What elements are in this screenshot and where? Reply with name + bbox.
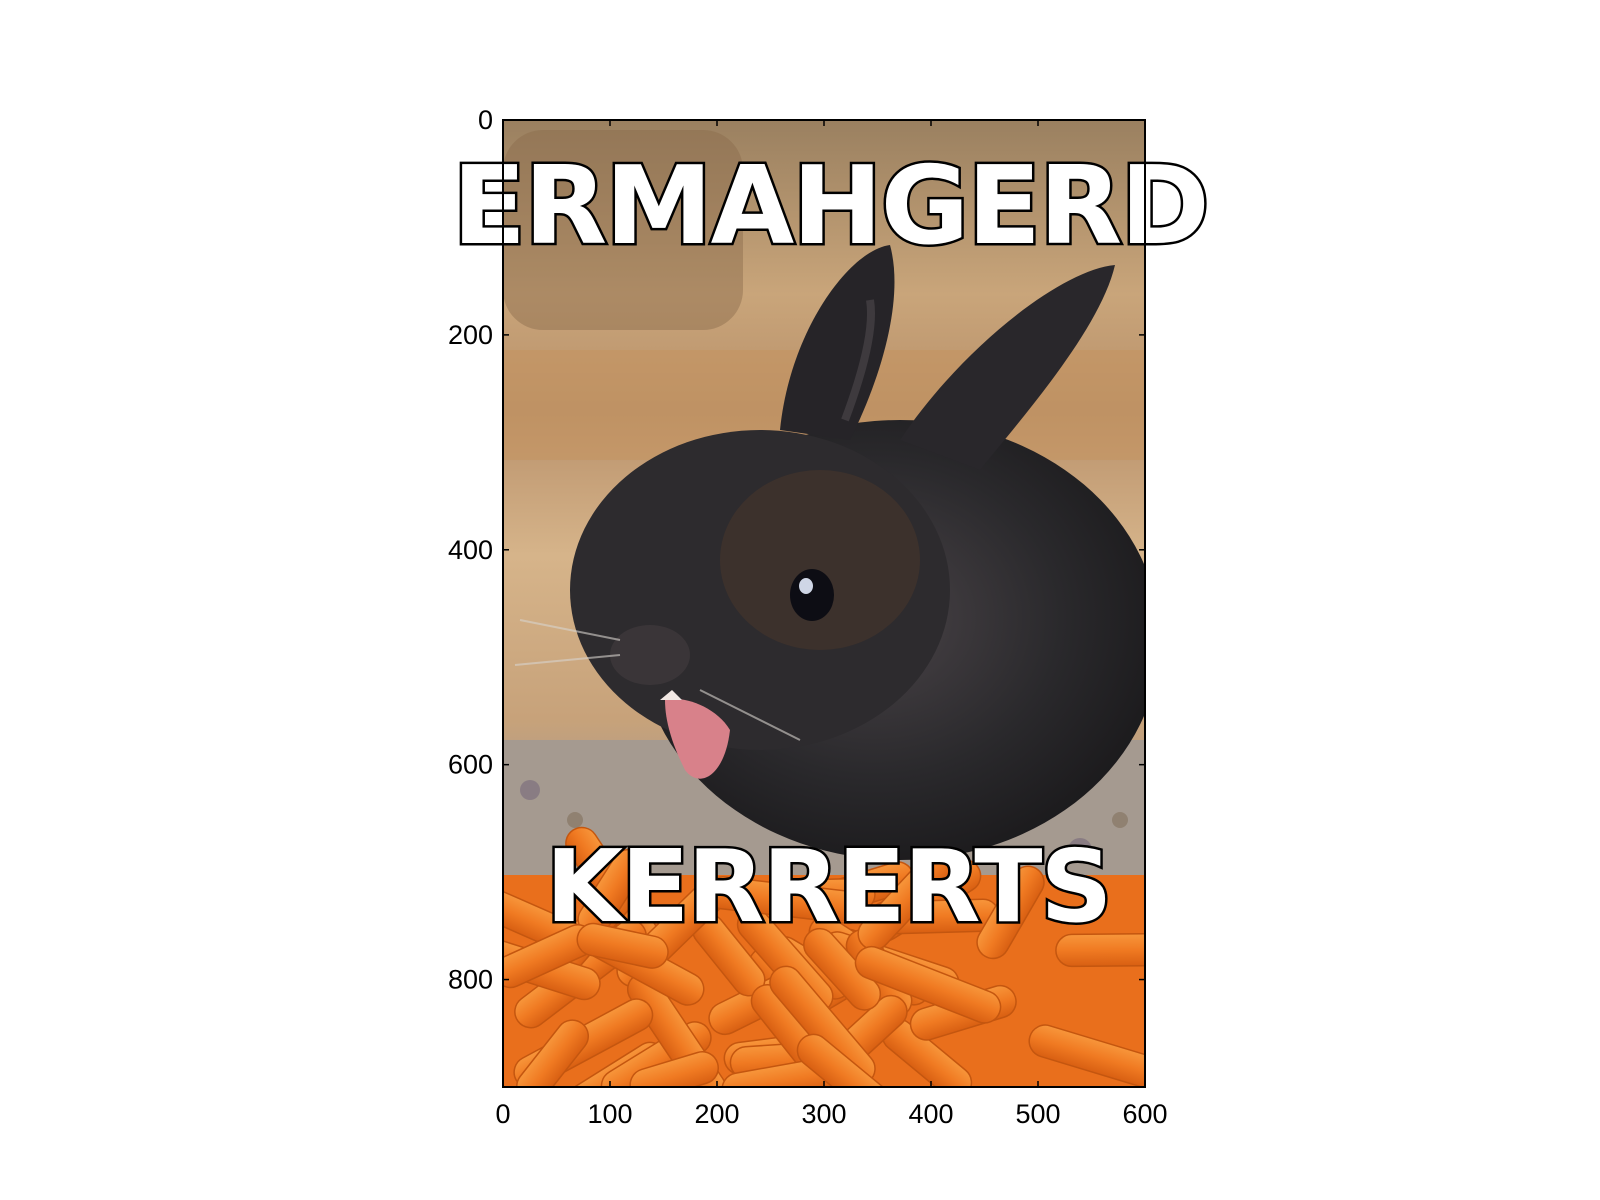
carrot xyxy=(1028,1024,1145,1087)
carrot xyxy=(857,854,950,951)
carrot xyxy=(516,1019,590,1087)
y-tick-label: 200 xyxy=(448,320,493,350)
x-axis: 0 100 200 300 400 500 600 xyxy=(495,120,1168,1129)
x-tick-label: 600 xyxy=(1122,1099,1167,1129)
meme-photo xyxy=(503,120,1145,1087)
rabbit-icon xyxy=(514,245,1145,860)
carrot xyxy=(796,1033,910,1087)
y-tick-label: 400 xyxy=(448,535,493,565)
carrot xyxy=(976,865,1045,960)
x-tick-label: 300 xyxy=(801,1099,846,1129)
x-tick-label: 400 xyxy=(908,1099,953,1129)
x-tick-label: 0 xyxy=(495,1099,510,1129)
x-tick-label: 500 xyxy=(1015,1099,1060,1129)
bottom-caption: KERRERTS xyxy=(546,828,1111,945)
carrot xyxy=(629,1051,719,1087)
baby-carrots xyxy=(503,826,1145,1087)
x-tick-label: 100 xyxy=(587,1099,632,1129)
y-tick-label: 600 xyxy=(448,750,493,780)
wood-chair-back xyxy=(503,130,743,330)
carrot xyxy=(576,922,669,969)
x-tick-label: 200 xyxy=(694,1099,739,1129)
top-caption: ERMAHGERD xyxy=(452,144,1208,269)
y-tick-label: 0 xyxy=(478,105,493,135)
y-axis: 0 200 400 600 800 xyxy=(448,105,1145,995)
rug-pattern xyxy=(520,780,1128,862)
y-tick-label: 800 xyxy=(448,965,493,995)
carrot xyxy=(854,945,1002,1024)
carrot xyxy=(706,876,866,925)
carrot xyxy=(1055,932,1145,968)
carrot xyxy=(803,927,882,1011)
